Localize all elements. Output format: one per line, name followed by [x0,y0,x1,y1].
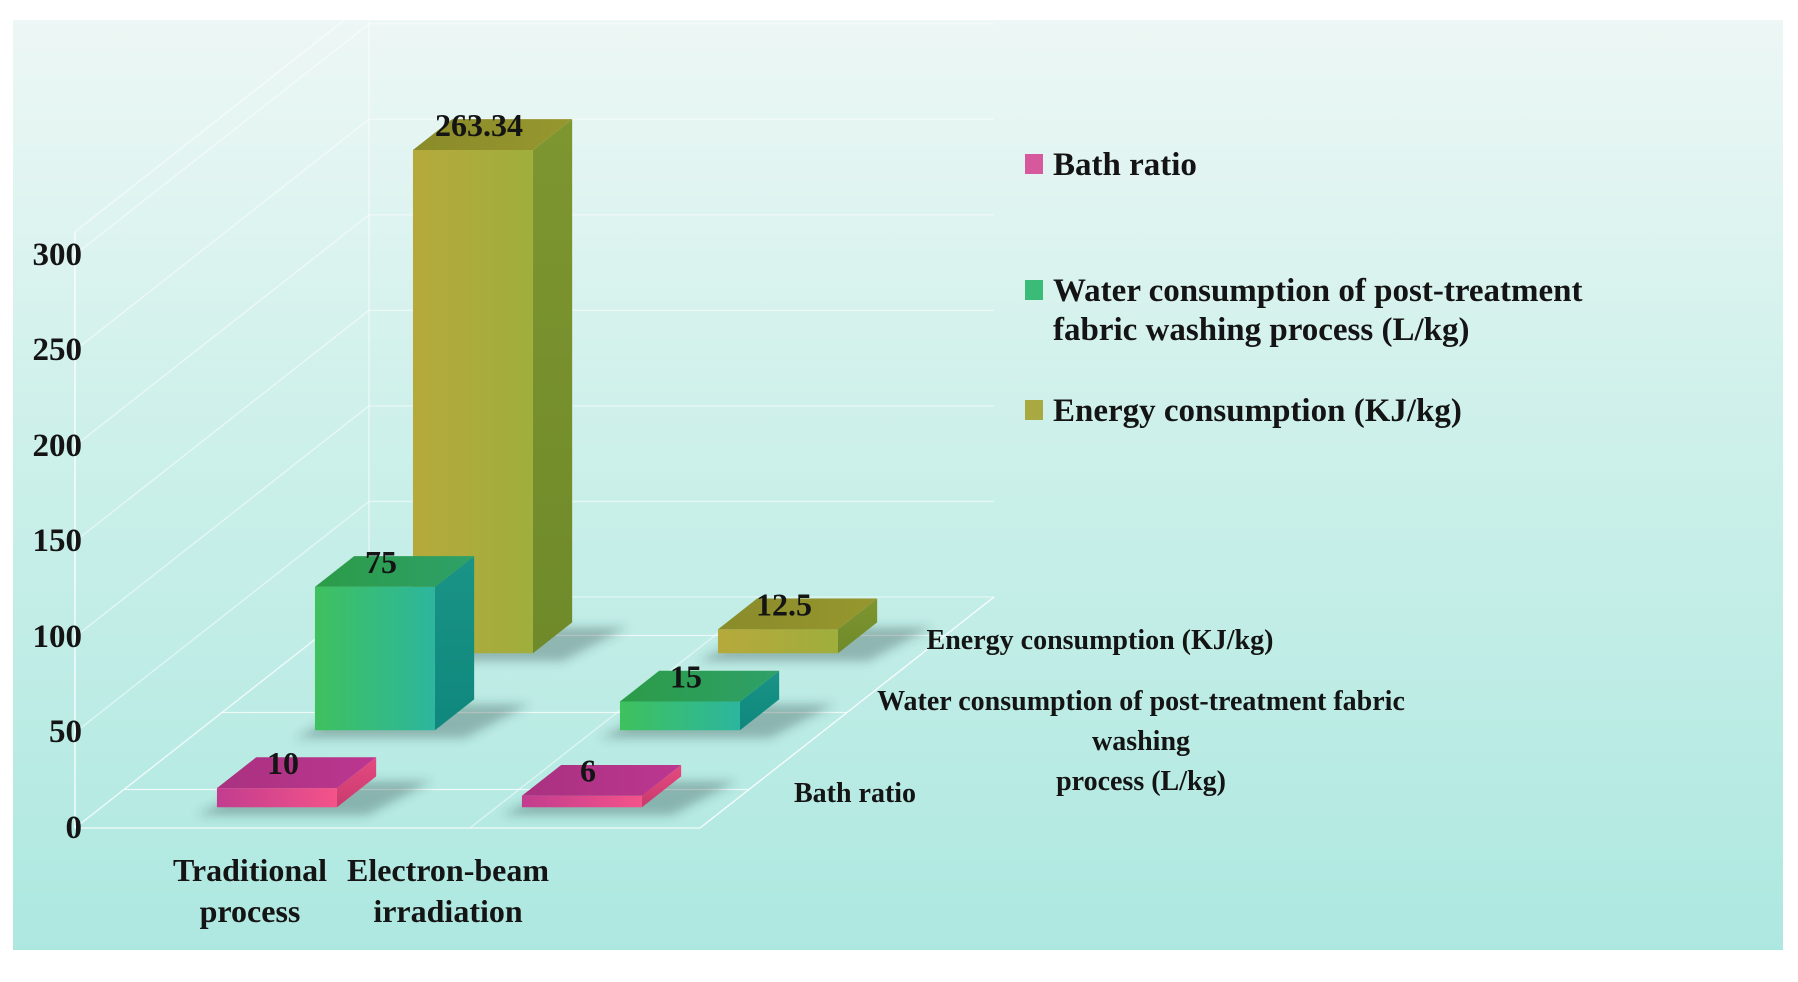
bar-water-cat0: 75 [294,544,530,739]
bar-value-label: 10 [267,745,299,781]
bar-energy-cat1: 12.5 [697,586,933,662]
series-row-1: 75 15 [294,544,835,739]
bar-bath-cat0: 10 [196,745,432,816]
y-axis-tick-100: 100 [32,618,83,655]
bar-value-label: 263.34 [435,107,523,143]
bar-value-label: 6 [580,753,596,789]
y-axis-tick-150: 150 [32,523,83,560]
depth-axis-label-2: Energy consumption (KJ/kg) [926,625,1274,656]
y-axis-tick-0: 0 [65,810,83,846]
y-axis-tick-250: 250 [32,332,83,369]
depth-axis-label-0: Bath ratio [793,778,917,809]
y-axis-tick-300: 300 [32,236,83,273]
y-axis-tick-200: 200 [32,427,83,464]
bar-bath-cat1: 6 [501,753,737,816]
bar-energy-cat0: 263.34 [392,107,628,662]
category-label-1: Electron-beam irradiation [346,852,550,929]
bar-value-label: 15 [670,659,702,695]
series-row-2: 263.34 12.5 [392,107,933,662]
depth-axis-label-1: Water consumption of post-treatment fabr… [877,686,1405,797]
bar-water-cat1: 15 [599,659,835,739]
category-label-0: Traditional process [172,852,328,929]
y-axis-tick-50: 50 [49,714,82,751]
series-row-0: 10 6 [196,745,737,816]
bar-value-label: 75 [365,544,397,580]
bar-value-label: 12.5 [756,586,812,622]
